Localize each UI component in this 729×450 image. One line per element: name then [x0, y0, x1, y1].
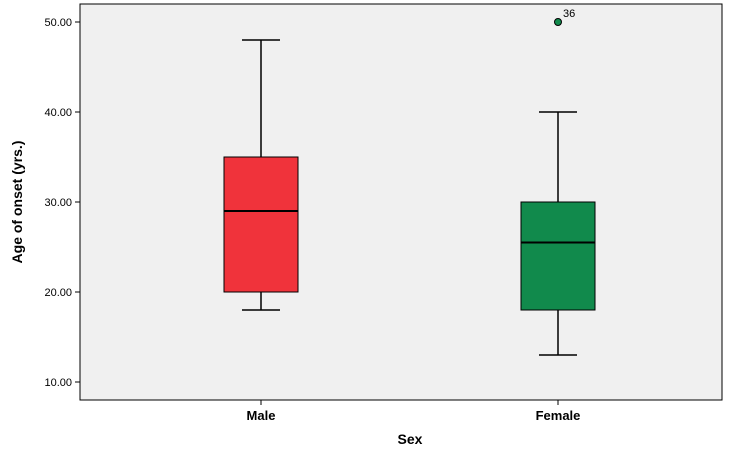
y-tick-label: 40.00: [44, 107, 72, 119]
box-series: 36: [223, 8, 596, 356]
x-tick-label-female: Female: [536, 408, 581, 423]
box-male: [223, 39, 299, 311]
y-tick-label: 10.00: [44, 377, 72, 389]
outlier-label: 36: [563, 8, 575, 20]
outlier-point: [554, 18, 562, 26]
x-axis-title: Sex: [398, 431, 423, 447]
plot-area: [79, 3, 723, 401]
y-axis-title: Age of onset (yrs.): [9, 141, 25, 264]
iqr-box: [520, 201, 596, 311]
y-axis-ticks: 10.00 20.00 30.00 40.00 50.00: [44, 17, 80, 389]
y-tick-label: 30.00: [44, 197, 72, 209]
y-tick-label: 20.00: [44, 287, 72, 299]
y-tick-label: 50.00: [44, 17, 72, 29]
box-female: 36: [520, 8, 596, 356]
iqr-box: [223, 156, 299, 293]
x-tick-label-male: Male: [247, 408, 276, 423]
x-axis-tick-labels: Male Female: [247, 400, 581, 423]
